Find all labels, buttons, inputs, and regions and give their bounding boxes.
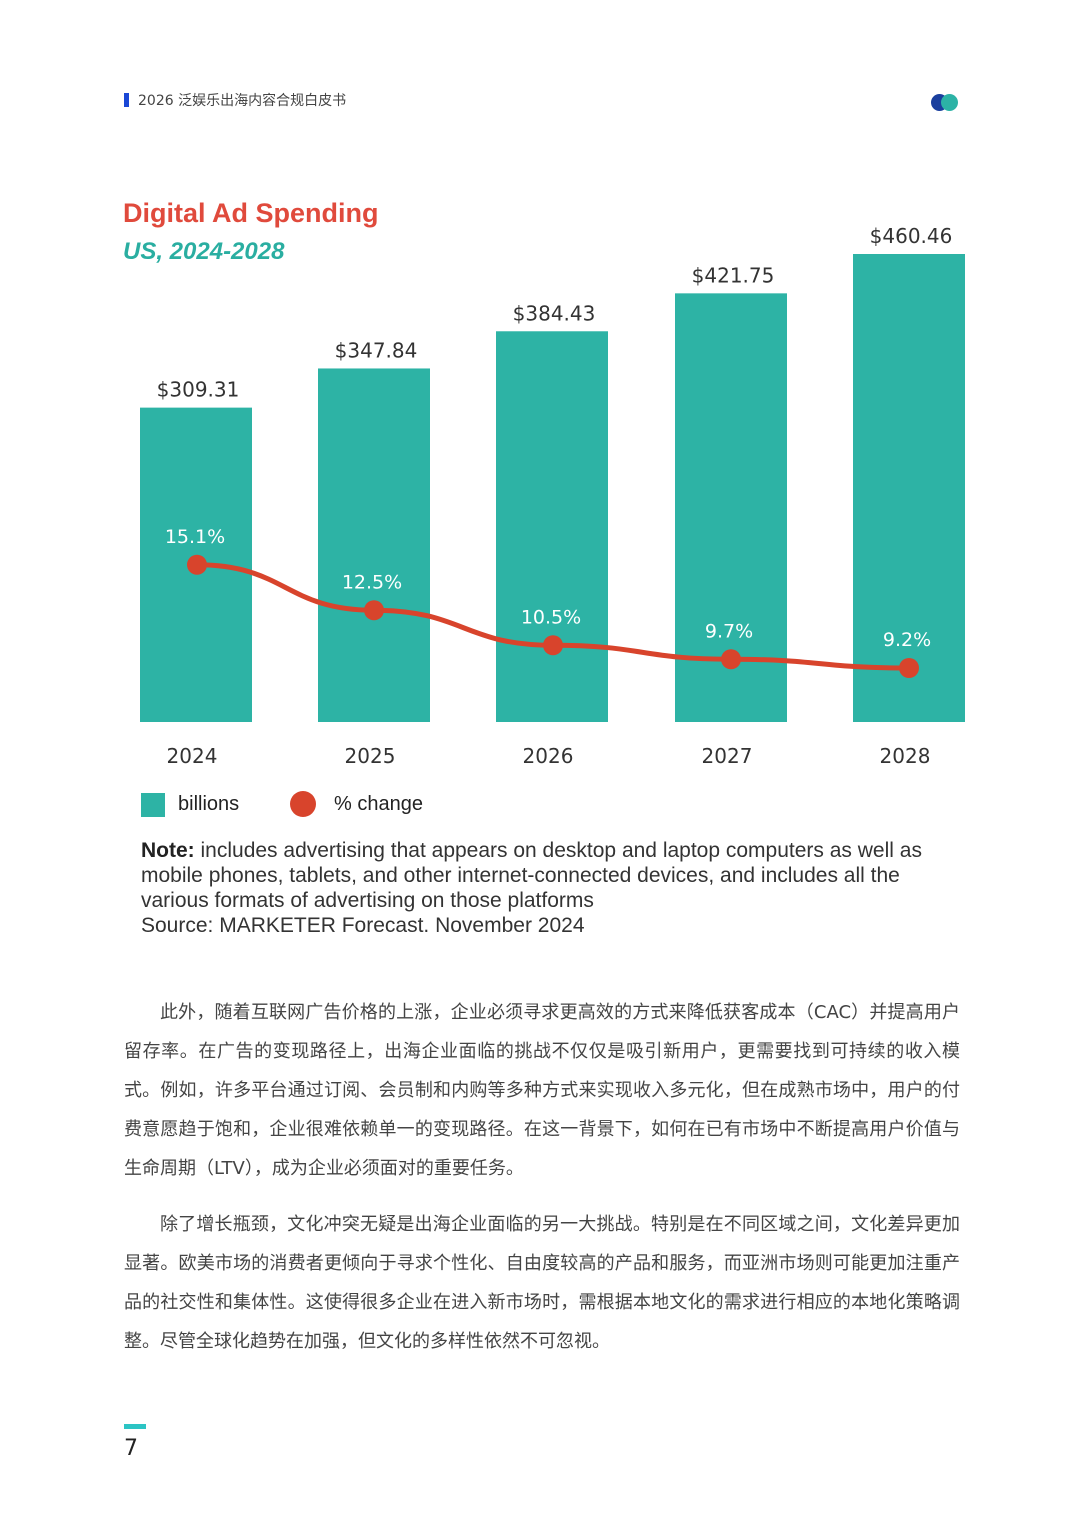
pct-label-2025: 12.5% bbox=[342, 571, 402, 593]
logo-circle-teal bbox=[941, 94, 958, 111]
header-title: 2026 泛娱乐出海内容合规白皮书 bbox=[138, 93, 347, 109]
pct-point-2027 bbox=[721, 649, 741, 670]
legend-swatch-billions bbox=[141, 793, 165, 817]
note-label: Note: bbox=[141, 839, 195, 862]
note-source: Source: MARKETER Forecast. November 2024 bbox=[141, 914, 585, 937]
legend-dot-change bbox=[290, 791, 316, 817]
page-number: 7 bbox=[124, 1436, 138, 1461]
legend-label-change: % change bbox=[334, 793, 423, 815]
header-accent-bar bbox=[124, 93, 129, 107]
category-label-2024: 2024 bbox=[167, 744, 218, 768]
category-label-2026: 2026 bbox=[523, 744, 574, 768]
chart-subtitle: US, 2024-2028 bbox=[123, 238, 285, 265]
chart-note: Note: includes advertising that appears … bbox=[141, 838, 961, 938]
pct-label-2028: 9.2% bbox=[883, 629, 931, 651]
pct-label-2027: 9.7% bbox=[705, 620, 753, 642]
pct-point-2024 bbox=[187, 554, 207, 575]
category-label-2027: 2027 bbox=[702, 744, 753, 768]
category-label-2028: 2028 bbox=[880, 744, 931, 768]
body-paragraph-1: 此外，随着互联网广告价格的上涨，企业必须寻求更高效的方式来降低获客成本（CAC）… bbox=[124, 1002, 960, 1179]
pct-label-2024: 15.1% bbox=[165, 526, 225, 548]
category-label-2025: 2025 bbox=[345, 744, 396, 768]
chart-title: Digital Ad Spending bbox=[123, 198, 379, 228]
legend-label-billions: billions bbox=[178, 793, 240, 815]
body-paragraph-2: 除了增长瓶颈，文化冲突无疑是出海企业面临的另一大挑战。特别是在不同区域之间，文化… bbox=[124, 1214, 960, 1352]
bar-2025 bbox=[318, 368, 430, 722]
bar-2028 bbox=[853, 254, 965, 722]
pct-point-2028 bbox=[899, 658, 919, 678]
bar-value-label-2028: $460.46 bbox=[870, 224, 953, 248]
bar-value-label-2024: $309.31 bbox=[157, 378, 240, 402]
pct-point-2026 bbox=[543, 635, 563, 656]
pct-label-2026: 10.5% bbox=[521, 606, 581, 628]
bar-2026 bbox=[496, 331, 608, 722]
bar-value-label-2026: $384.43 bbox=[513, 301, 596, 325]
pct-point-2025 bbox=[364, 600, 384, 621]
page-number-accent bbox=[124, 1424, 146, 1429]
note-text: includes advertising that appears on des… bbox=[141, 839, 922, 912]
brand-logo-icon bbox=[931, 94, 961, 112]
bar-value-label-2027: $421.75 bbox=[692, 263, 775, 287]
bar-value-label-2025: $347.84 bbox=[335, 338, 418, 362]
